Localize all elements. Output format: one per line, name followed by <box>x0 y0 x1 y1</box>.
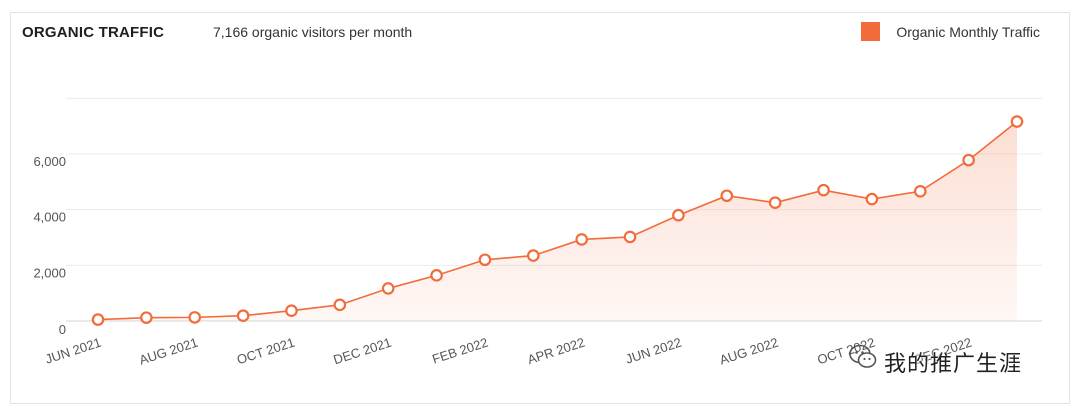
x-tick-label: JUN 2022 <box>624 335 684 367</box>
x-tick-label: AUG 2022 <box>718 335 780 368</box>
data-point <box>1010 115 1024 128</box>
area-path <box>98 121 1017 322</box>
watermark-text: 我的推广生涯 <box>884 352 1023 377</box>
x-tick-label: APR 2022 <box>526 335 587 368</box>
legend-swatch <box>861 22 881 41</box>
data-point <box>478 253 492 267</box>
data-point <box>188 311 202 324</box>
data-point <box>913 184 927 198</box>
series-line <box>97 120 1018 321</box>
data-point <box>962 153 975 167</box>
data-point <box>768 196 782 210</box>
x-tick-label: JUN 2021 <box>43 335 103 367</box>
chart-title: ORGANIC TRAFFIC <box>22 24 165 41</box>
data-point <box>91 313 105 326</box>
x-tick-label: DEC 2021 <box>331 335 393 368</box>
data-point <box>720 189 734 203</box>
legend[interactable]: Organic Monthly Traffic <box>861 22 1040 41</box>
series-line-organic-traffic <box>97 120 1018 321</box>
y-tick-label: 2,000 <box>33 265 66 280</box>
data-point <box>865 192 879 206</box>
data-point <box>817 183 830 197</box>
legend-label: Organic Monthly Traffic <box>896 23 1040 40</box>
wechat-icon <box>849 344 877 368</box>
x-tick-label: AUG 2021 <box>137 335 199 368</box>
data-point <box>527 249 540 262</box>
data-point <box>575 233 588 246</box>
y-tick-label: 4,000 <box>33 210 66 225</box>
data-point <box>623 230 637 244</box>
data-point <box>140 311 153 324</box>
data-point <box>285 304 298 318</box>
data-points <box>91 115 1024 326</box>
data-point <box>333 298 347 312</box>
data-point <box>672 208 685 222</box>
data-point <box>236 309 250 323</box>
area-fill <box>98 121 1017 322</box>
y-tick-label: 0 <box>59 322 66 337</box>
data-point <box>381 282 395 295</box>
x-tick-label: OCT 2021 <box>235 335 296 368</box>
data-point <box>430 269 443 282</box>
chart-subtitle: 7,166 organic visitors per month <box>213 24 413 40</box>
y-tick-label: 6,000 <box>33 154 66 169</box>
x-tick-label: FEB 2022 <box>430 335 490 367</box>
